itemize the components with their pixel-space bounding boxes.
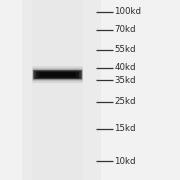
FancyBboxPatch shape bbox=[32, 66, 83, 83]
Text: 40kd: 40kd bbox=[114, 63, 136, 72]
FancyBboxPatch shape bbox=[33, 70, 82, 80]
Text: 10kd: 10kd bbox=[114, 157, 136, 166]
FancyBboxPatch shape bbox=[39, 72, 76, 77]
Bar bbox=[32, 0, 83, 180]
Text: 70kd: 70kd bbox=[114, 25, 136, 34]
Text: 15kd: 15kd bbox=[114, 124, 136, 133]
Text: 55kd: 55kd bbox=[114, 45, 136, 54]
Text: 25kd: 25kd bbox=[114, 97, 136, 106]
FancyBboxPatch shape bbox=[32, 68, 83, 81]
Text: 35kd: 35kd bbox=[114, 76, 136, 85]
FancyBboxPatch shape bbox=[36, 71, 79, 78]
FancyBboxPatch shape bbox=[34, 70, 82, 79]
Bar bbox=[22, 0, 101, 180]
Text: 100kd: 100kd bbox=[114, 7, 141, 16]
